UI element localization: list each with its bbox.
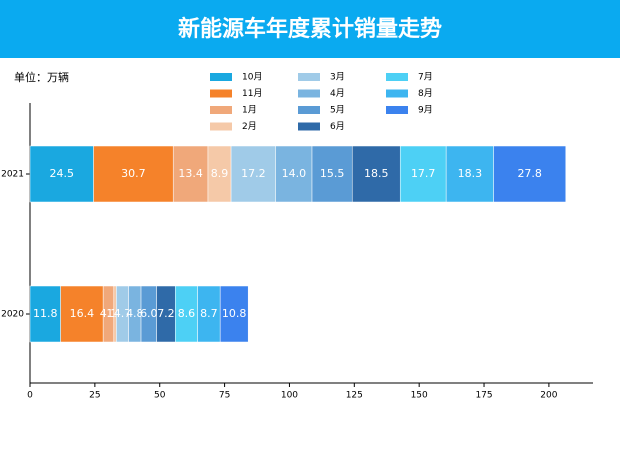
legend-swatch (210, 122, 232, 131)
bar-segment (93, 145, 174, 203)
value-label: 4.1 (100, 307, 118, 320)
value-label: 6.0 (140, 307, 158, 320)
bar-segment (493, 145, 567, 203)
legend-label: 5月 (330, 105, 345, 116)
value-label: 13.4 (178, 167, 203, 180)
value-label: 27.8 (517, 167, 542, 180)
value-label: 17.2 (241, 167, 266, 180)
value-label: 24.5 (50, 167, 75, 180)
legend-swatch (386, 106, 408, 114)
value-label: 30.7 (121, 167, 146, 180)
value-label: 4.7 (114, 307, 132, 320)
legend-label: 9月 (418, 105, 433, 116)
x-tick-label: 175 (475, 391, 492, 401)
value-label: 10.8 (222, 307, 247, 320)
legend-swatch (210, 106, 232, 114)
legend-label: 8月 (418, 88, 433, 99)
value-label: 8.9 (211, 167, 229, 180)
value-label: 15.5 (320, 167, 345, 180)
y-tick-label: 2021 (1, 170, 24, 180)
value-label: 16.4 (70, 307, 95, 320)
legend-swatch (386, 73, 408, 81)
legend-swatch (298, 89, 320, 98)
x-tick-label: 75 (219, 391, 230, 401)
bar-segment (351, 145, 401, 203)
x-tick-label: 25 (89, 391, 100, 401)
legend-swatch (298, 73, 320, 81)
unit-label: 单位：万辆 (14, 70, 69, 84)
legend-swatch (298, 106, 320, 114)
x-tick-label: 0 (27, 391, 33, 401)
legend-label: 1月 (242, 105, 257, 116)
bar-segment (219, 285, 249, 343)
legend-swatch (298, 122, 320, 131)
value-label: 18.3 (458, 167, 483, 180)
legend-label: 4月 (330, 88, 345, 99)
value-label: 8.6 (178, 307, 196, 320)
legend-label: 11月 (242, 88, 262, 99)
bar-segment (230, 145, 276, 203)
value-label: 18.5 (364, 167, 389, 180)
bar-segment (29, 285, 61, 343)
x-tick-label: 150 (411, 391, 428, 401)
value-label: 17.7 (411, 167, 436, 180)
chart-title: 新能源车年度累计销量走势 (178, 16, 442, 42)
x-tick-label: 200 (540, 391, 557, 401)
legend-swatch (386, 89, 408, 98)
x-tick-label: 125 (346, 391, 363, 401)
x-tick-label: 50 (154, 391, 166, 401)
legend-label: 7月 (418, 72, 433, 83)
legend-label: 2月 (242, 121, 257, 132)
value-label: 14.0 (282, 167, 307, 180)
bar-segment (311, 145, 353, 203)
bar-segment (29, 145, 94, 203)
legend-swatch (210, 89, 232, 98)
legend-swatch (210, 73, 232, 81)
legend-label: 10月 (242, 72, 262, 83)
legend-label: 6月 (330, 121, 345, 132)
bar-segment (172, 145, 209, 203)
value-label: 4.8 (126, 307, 144, 320)
value-label: 7.2 (157, 307, 175, 320)
legend-label: 3月 (330, 72, 345, 83)
value-label: 11.8 (33, 307, 58, 320)
y-tick-label: 2020 (1, 310, 24, 320)
value-label: 8.7 (200, 307, 218, 320)
bar-segment (275, 145, 313, 203)
bar-segment (445, 145, 494, 203)
title-banner (0, 0, 620, 58)
x-tick-label: 100 (281, 391, 298, 401)
bar-segment (399, 145, 447, 203)
